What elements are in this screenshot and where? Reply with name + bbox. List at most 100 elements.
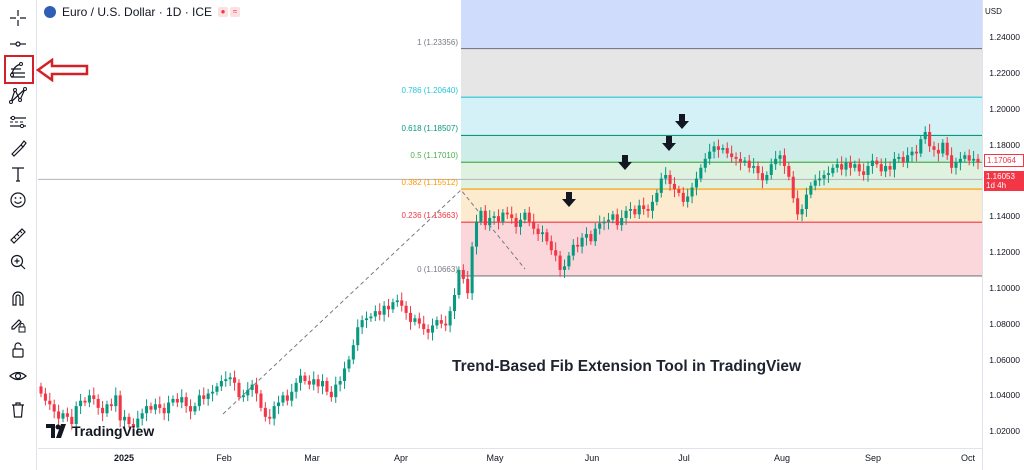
- candle: [109, 398, 113, 411]
- candle-body: [571, 244, 575, 256]
- candle: [743, 157, 747, 167]
- chart-area[interactable]: 1 (1.23356) 0.786 (1.20640) 0.618 (1.18507…: [38, 0, 982, 448]
- candle-body: [580, 237, 584, 247]
- lock-icon[interactable]: [5, 338, 31, 362]
- candle: [43, 387, 47, 406]
- trend-line-icon[interactable]: [5, 32, 31, 56]
- candle-body: [514, 217, 518, 227]
- candle-body: [281, 395, 285, 403]
- candle: [114, 387, 118, 412]
- candle-body: [875, 160, 879, 165]
- candle-body: [492, 216, 496, 218]
- candle-body: [96, 398, 100, 408]
- candle: [884, 158, 888, 178]
- candle-body: [237, 382, 241, 398]
- candle: [571, 239, 575, 261]
- candle: [364, 311, 369, 328]
- candle-body: [936, 149, 940, 154]
- price-tick: 1.20000: [989, 103, 1020, 114]
- symbol-title[interactable]: Euro / U.S. Dollar · 1D · ICE: [62, 5, 213, 19]
- candle: [444, 315, 448, 332]
- candle-body: [549, 241, 553, 251]
- price-tick: 1.06000: [989, 354, 1020, 365]
- candle-body: [835, 164, 839, 168]
- currency-label[interactable]: USD: [985, 7, 1002, 16]
- brush-icon[interactable]: [5, 136, 31, 160]
- eye-icon[interactable]: [5, 364, 31, 388]
- candle: [958, 152, 962, 171]
- candle-body: [277, 402, 281, 407]
- price-axis[interactable]: USD 1.240001.220001.200001.180001.160001…: [982, 0, 1024, 470]
- forecast-icon[interactable]: [5, 110, 31, 134]
- candle: [241, 389, 245, 402]
- fib-tools-icon[interactable]: [5, 58, 31, 82]
- candle: [536, 224, 540, 241]
- emoji-icon[interactable]: [5, 188, 31, 212]
- candle: [822, 170, 826, 186]
- candle-body: [131, 424, 135, 428]
- candle: [584, 227, 589, 246]
- candle: [628, 202, 633, 219]
- candle: [105, 400, 109, 417]
- candle-body: [202, 395, 206, 399]
- zoom-icon[interactable]: [5, 250, 31, 274]
- time-axis[interactable]: 2025 Feb Mar Apr May Jun Jul Aug Sep Oct: [38, 448, 982, 470]
- tradingview-logo[interactable]: TradingView: [46, 423, 154, 439]
- candle-body: [114, 395, 118, 407]
- trash-icon[interactable]: [5, 398, 31, 422]
- candle-body: [584, 234, 589, 238]
- time-label: Oct: [960, 453, 976, 463]
- candle: [650, 195, 655, 219]
- candle-body: [567, 255, 571, 267]
- candle-body: [589, 234, 593, 242]
- candle: [52, 399, 56, 419]
- magnet-icon[interactable]: [5, 286, 31, 310]
- candle: [800, 204, 804, 222]
- candle: [211, 384, 215, 402]
- price-tick: 1.24000: [989, 32, 1020, 42]
- candle: [708, 143, 712, 165]
- candle-body: [338, 381, 342, 385]
- candle: [677, 185, 681, 197]
- candle-body: [79, 400, 83, 407]
- candle: [483, 205, 487, 230]
- candle-body: [395, 300, 399, 303]
- candle: [747, 154, 751, 173]
- ruler-icon[interactable]: [5, 224, 31, 248]
- candle: [255, 377, 259, 402]
- candle: [774, 150, 778, 170]
- candle: [281, 391, 285, 407]
- candle: [923, 126, 927, 144]
- candle-body: [290, 391, 294, 401]
- candle-body: [866, 166, 870, 175]
- candle: [268, 408, 272, 425]
- candle-body: [400, 300, 404, 306]
- candle-body: [760, 173, 764, 181]
- text-icon[interactable]: [5, 162, 31, 186]
- candle-body: [725, 148, 729, 154]
- candle: [70, 408, 74, 430]
- candle-body: [778, 155, 782, 159]
- candle: [162, 403, 166, 421]
- candle-body: [703, 158, 707, 168]
- patterns-icon[interactable]: [5, 84, 31, 108]
- candle: [316, 374, 320, 394]
- candle: [400, 292, 404, 312]
- lock-drawing-icon[interactable]: [5, 312, 31, 336]
- candle: [844, 157, 848, 177]
- candle: [338, 376, 342, 392]
- candle-body: [941, 142, 945, 154]
- candle: [910, 147, 914, 163]
- candle-body: [919, 139, 923, 154]
- candle-body: [598, 223, 602, 229]
- candle: [523, 209, 527, 224]
- candle-body: [615, 214, 619, 226]
- price-chart[interactable]: [38, 0, 982, 448]
- candle: [202, 387, 206, 405]
- candle-body: [800, 209, 804, 215]
- candle: [593, 222, 597, 246]
- candle: [277, 395, 281, 414]
- crosshair-icon[interactable]: [5, 6, 31, 30]
- candle-body: [932, 146, 936, 150]
- candle-body: [224, 379, 228, 382]
